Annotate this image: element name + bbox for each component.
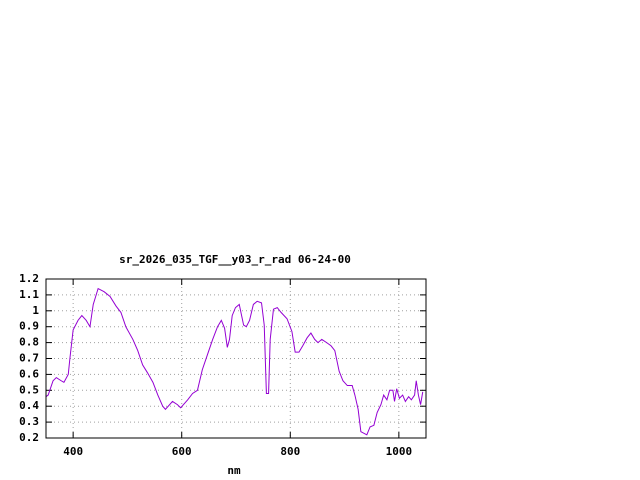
- y-tick-label: 1.2: [19, 272, 39, 285]
- y-tick-label: 0.9: [19, 320, 39, 333]
- chart-title: sr_2026_035_TGF__y03_r_rad 06-24-00: [119, 253, 351, 266]
- x-tick-label: 400: [63, 445, 83, 458]
- plot-frame: [45, 278, 427, 439]
- y-tick-label: 0.8: [19, 336, 39, 349]
- data-line: [45, 287, 424, 436]
- y-tick-label: 0.7: [19, 352, 39, 365]
- y-tick-label: 0.3: [19, 415, 39, 428]
- x-axis-label: nm: [227, 464, 241, 477]
- y-tick-label: 0.4: [19, 399, 39, 412]
- x-tick-label: 600: [172, 445, 192, 458]
- y-tick-label: 0.5: [19, 383, 39, 396]
- y-tick-label: 0.6: [19, 367, 39, 380]
- x-tick-label: 800: [280, 445, 300, 458]
- x-tick-label: 1000: [386, 445, 413, 458]
- y-tick-label: 0.2: [19, 431, 39, 444]
- y-tick-label: 1.1: [19, 288, 39, 301]
- y-tick-label: 1: [32, 304, 39, 317]
